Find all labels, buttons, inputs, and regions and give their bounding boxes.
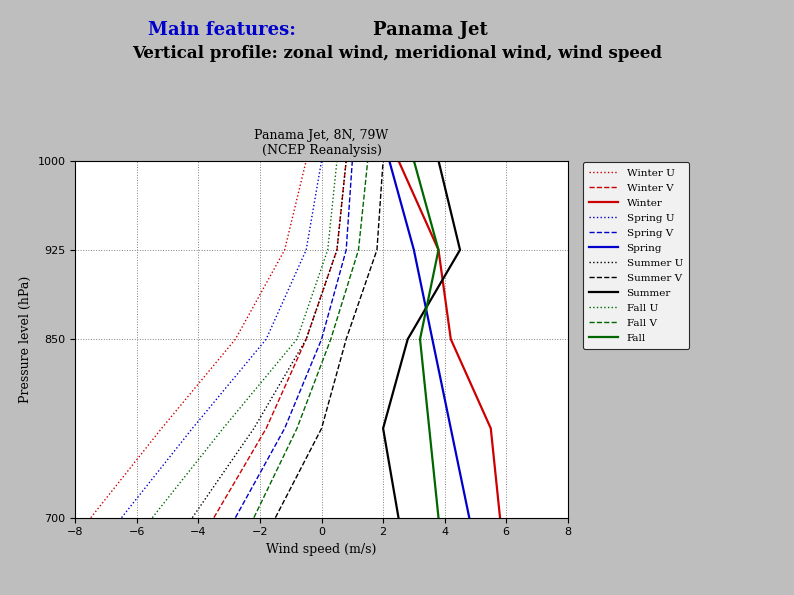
- Spring: [446, 425, 456, 432]
- Summer U: [341, 157, 351, 164]
- Spring U: [317, 157, 326, 164]
- Line: Spring: Spring: [389, 161, 469, 518]
- Line: Winter: Winter: [399, 161, 500, 518]
- Fall V: [353, 246, 363, 253]
- Winter V: [302, 336, 311, 343]
- Spring U: [302, 246, 311, 253]
- Y-axis label: Pressure level (hPa): Pressure level (hPa): [19, 275, 32, 403]
- Summer V: [378, 157, 387, 164]
- Line: Fall U: Fall U: [152, 161, 337, 518]
- Spring V: [279, 425, 289, 432]
- Summer: [394, 514, 403, 521]
- Line: Fall V: Fall V: [254, 161, 368, 518]
- Line: Spring U: Spring U: [121, 161, 322, 518]
- Spring: [409, 246, 418, 253]
- Summer V: [372, 246, 382, 253]
- Line: Fall: Fall: [414, 161, 438, 518]
- Fall V: [292, 425, 302, 432]
- Legend: Winter U, Winter V, Winter, Spring U, Spring V, Spring, Summer U, Summer V, Summ: Winter U, Winter V, Winter, Spring U, Sp…: [583, 162, 689, 349]
- Winter V: [341, 157, 351, 164]
- Fall: [409, 157, 418, 164]
- Summer U: [302, 336, 311, 343]
- Summer U: [187, 514, 197, 521]
- Winter U: [156, 425, 166, 432]
- Line: Summer: Summer: [383, 161, 460, 518]
- Fall U: [323, 246, 333, 253]
- Winter U: [86, 514, 95, 521]
- Line: Winter V: Winter V: [214, 161, 346, 518]
- Fall: [425, 425, 434, 432]
- Text: Vertical profile: zonal wind, meridional wind, wind speed: Vertical profile: zonal wind, meridional…: [132, 45, 662, 62]
- Line: Spring V: Spring V: [235, 161, 353, 518]
- Line: Summer V: Summer V: [276, 161, 383, 518]
- Title: Panama Jet, 8N, 79W
(NCEP Reanalysis): Panama Jet, 8N, 79W (NCEP Reanalysis): [254, 129, 389, 156]
- Winter: [394, 157, 403, 164]
- Spring: [384, 157, 394, 164]
- Winter: [486, 425, 495, 432]
- Fall: [434, 514, 443, 521]
- Winter U: [302, 157, 311, 164]
- Spring V: [317, 336, 326, 343]
- Spring U: [187, 425, 197, 432]
- Fall: [415, 336, 425, 343]
- Summer U: [332, 246, 341, 253]
- Summer V: [317, 425, 326, 432]
- Spring: [427, 336, 437, 343]
- Fall V: [326, 336, 336, 343]
- Winter U: [230, 336, 240, 343]
- Summer: [403, 336, 413, 343]
- Fall U: [148, 514, 157, 521]
- Summer: [455, 246, 464, 253]
- Line: Winter U: Winter U: [91, 161, 306, 518]
- Fall V: [249, 514, 259, 521]
- X-axis label: Wind speed (m/s): Wind speed (m/s): [266, 543, 377, 556]
- Winter: [434, 246, 443, 253]
- Summer V: [271, 514, 280, 521]
- Winter V: [209, 514, 218, 521]
- Fall U: [218, 425, 228, 432]
- Spring U: [261, 336, 271, 343]
- Fall U: [332, 157, 341, 164]
- Fall V: [363, 157, 372, 164]
- Fall: [434, 246, 443, 253]
- Summer: [378, 425, 387, 432]
- Winter: [495, 514, 505, 521]
- Summer V: [341, 336, 351, 343]
- Line: Summer U: Summer U: [192, 161, 346, 518]
- Spring U: [117, 514, 126, 521]
- Spring: [464, 514, 474, 521]
- Winter V: [261, 425, 271, 432]
- Winter: [446, 336, 456, 343]
- Winter V: [332, 246, 341, 253]
- Spring V: [348, 157, 357, 164]
- Text: Main features:: Main features:: [148, 21, 296, 39]
- Winter U: [279, 246, 289, 253]
- Text: Panama Jet: Panama Jet: [373, 21, 488, 39]
- Summer: [434, 157, 443, 164]
- Spring V: [230, 514, 240, 521]
- Spring V: [341, 246, 351, 253]
- Summer U: [249, 425, 259, 432]
- Fall U: [292, 336, 302, 343]
